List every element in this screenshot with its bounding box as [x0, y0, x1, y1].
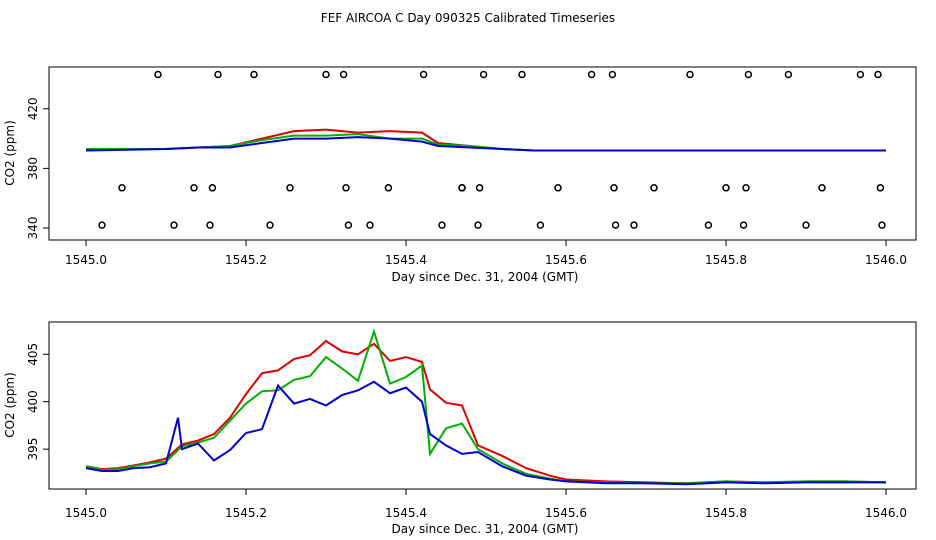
marker-point: [98, 221, 106, 229]
marker-point: [286, 184, 294, 192]
marker-point: [208, 184, 217, 192]
series-blue-line: [85, 136, 886, 152]
marker-point: [118, 184, 126, 192]
marker-point: [170, 221, 178, 229]
y-tick-label: 340: [26, 217, 40, 240]
marker-point: [608, 70, 617, 79]
marker-point: [384, 184, 393, 192]
marker-point: [818, 184, 826, 192]
marker-point: [339, 70, 348, 79]
marker-point: [739, 221, 748, 229]
series-red-line: [85, 339, 887, 485]
chart-title: FEF AIRCOA C Day 090325 Calibrated Times…: [321, 11, 615, 25]
x-tick-label: 1545.2: [225, 506, 267, 520]
x-tick-label: 1545.4: [385, 253, 427, 267]
x-tick-label: 1546.0: [865, 506, 907, 520]
marker-point: [874, 70, 882, 79]
marker-point: [742, 184, 750, 192]
marker-point: [518, 70, 526, 79]
marker-point: [266, 221, 274, 229]
x-tick-label: 1545.8: [705, 253, 747, 267]
marker-point: [611, 221, 620, 229]
series-blue-line: [85, 380, 886, 486]
x-tick-label: 1545.2: [225, 253, 267, 267]
marker-point: [474, 221, 482, 229]
marker-point: [342, 184, 350, 192]
marker-point: [475, 184, 484, 192]
marker-point: [784, 70, 793, 79]
x-axis-label-top: Day since Dec. 31, 2004 (GMT): [392, 270, 579, 284]
y-tick-label: 395: [26, 438, 40, 461]
y-axis-label-top: CO2 (ppm): [3, 120, 17, 186]
x-tick-label: 1545.4: [385, 506, 427, 520]
marker-point: [536, 221, 545, 229]
x-tick-label: 1545.6: [545, 506, 587, 520]
x-tick-label: 1545.0: [65, 253, 107, 267]
marker-point: [206, 221, 214, 229]
marker-point: [419, 70, 428, 79]
marker-point: [587, 70, 596, 79]
marker-point: [686, 70, 694, 79]
x-tick-label: 1545.6: [545, 253, 587, 267]
series-green-line: [85, 328, 887, 485]
y-axis-label-bottom: CO2 (ppm): [3, 372, 17, 438]
panel-bottom: 1545.0 1545.2 1545.4 1545.6 1545.8 1546.0 395…: [3, 321, 917, 536]
marker-point: [650, 184, 658, 192]
x-tick-label: 1545.0: [65, 506, 107, 520]
marker-point: [154, 70, 162, 79]
marker-point: [744, 70, 753, 79]
marker-point: [479, 70, 488, 79]
marker-point: [856, 70, 865, 79]
plot-frame-bottom: [48, 321, 917, 490]
panel-top: 1545.0 1545.2 1545.4 1545.6 1545.8 1546.0 340…: [3, 66, 917, 284]
marker-point: [610, 184, 618, 192]
y-tick-label: 380: [26, 157, 40, 180]
y-tick-label: 400: [26, 390, 40, 413]
x-tick-label: 1546.0: [865, 253, 907, 267]
y-tick-label: 405: [26, 343, 40, 366]
marker-point: [344, 221, 353, 229]
marker-point: [458, 184, 466, 192]
marker-point: [878, 221, 886, 229]
marker-point: [802, 221, 810, 229]
marker-point: [438, 221, 446, 229]
marker-point: [322, 70, 330, 79]
marker-point: [190, 184, 198, 192]
marker-point: [554, 184, 562, 192]
marker-point: [876, 184, 885, 192]
x-tick-label: 1545.8: [705, 506, 747, 520]
marker-point: [214, 70, 222, 79]
plot-frame-top: [48, 66, 917, 241]
marker-point: [366, 221, 374, 229]
marker-point: [630, 221, 638, 229]
marker-point: [722, 184, 730, 192]
marker-point: [250, 70, 258, 79]
y-tick-label: 420: [26, 97, 40, 120]
x-axis-label-bottom: Day since Dec. 31, 2004 (GMT): [392, 522, 579, 536]
marker-point: [704, 221, 713, 229]
